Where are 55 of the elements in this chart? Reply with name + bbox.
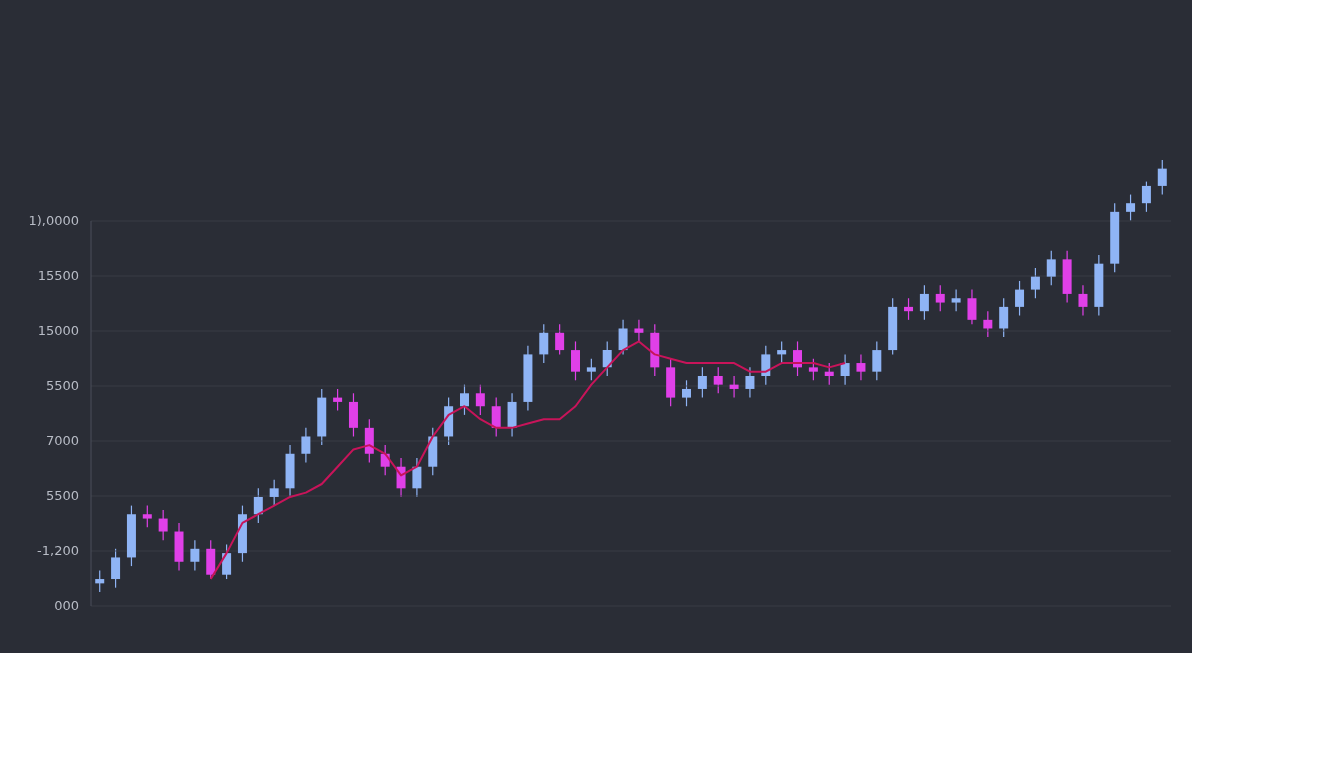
candlestick [570, 340, 580, 381]
candlestick [586, 358, 596, 381]
candlestick [713, 366, 723, 394]
text: 7000 [45, 433, 79, 448]
candlestick [1030, 267, 1040, 299]
candlestick [872, 340, 882, 381]
candlestick [412, 457, 422, 498]
candlestick [1126, 193, 1136, 222]
text: 5500 [45, 378, 79, 393]
candlestick [856, 353, 866, 381]
candlestick [222, 543, 232, 580]
candlestick [95, 569, 105, 593]
candlestick [602, 340, 612, 377]
candlestick [951, 289, 961, 312]
candlestick [904, 297, 914, 321]
candlestick [111, 548, 121, 589]
text: -1,200 [37, 543, 79, 558]
candlestick [935, 284, 945, 312]
candlestick [808, 358, 818, 381]
candlestick [253, 487, 263, 524]
candlestick [459, 384, 469, 416]
candlestick [1015, 280, 1025, 317]
candlestick [1078, 284, 1088, 317]
candlestick [190, 539, 200, 571]
candlestick [967, 289, 977, 325]
candlestick [491, 397, 501, 438]
candlestick [269, 479, 279, 507]
candlestick [1046, 250, 1056, 286]
text: 5500 [45, 488, 79, 503]
candlestick [682, 379, 692, 407]
candlestick [555, 323, 565, 355]
candlestick [634, 319, 644, 343]
candlestick [697, 366, 707, 399]
candlestick [919, 284, 929, 321]
text: 15000 [37, 323, 79, 338]
candlestick [745, 366, 755, 399]
candlestick [983, 310, 993, 338]
text: 000 [54, 598, 79, 613]
candlestick [1157, 159, 1167, 196]
candlestick [158, 509, 168, 541]
candlestick [1141, 181, 1151, 213]
candlestick [777, 340, 787, 364]
candlestick [999, 297, 1009, 338]
candlestick [618, 319, 628, 355]
candlestick [729, 375, 739, 399]
candlestick [539, 323, 549, 364]
candlestick [333, 388, 343, 412]
text: 15500 [37, 268, 79, 283]
candlestick [142, 505, 152, 528]
candlestick [761, 345, 771, 386]
candlestick [824, 362, 834, 386]
text: 1),0000 [28, 213, 79, 228]
candlestick [301, 427, 311, 463]
candlestick [475, 384, 485, 416]
candlestick [840, 353, 850, 386]
